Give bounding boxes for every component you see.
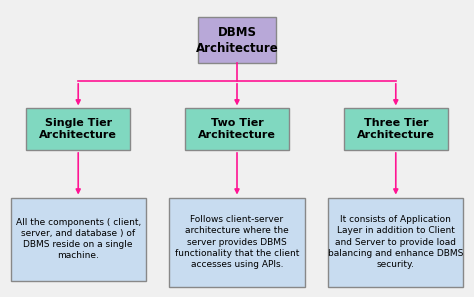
Text: Follows client-server
architecture where the
server provides DBMS
functionality : Follows client-server architecture where… [175, 215, 299, 269]
FancyBboxPatch shape [26, 108, 130, 150]
FancyBboxPatch shape [344, 108, 448, 150]
Text: Three Tier
Architecture: Three Tier Architecture [357, 118, 435, 140]
FancyBboxPatch shape [198, 17, 276, 63]
Text: All the components ( client,
server, and database ) of
DBMS reside on a single
m: All the components ( client, server, and… [16, 218, 141, 260]
FancyBboxPatch shape [185, 108, 289, 150]
FancyBboxPatch shape [328, 198, 464, 287]
Text: It consists of Application
Layer in addition to Client
and Server to provide loa: It consists of Application Layer in addi… [328, 215, 464, 269]
Text: DBMS
Architecture: DBMS Architecture [196, 26, 278, 55]
Text: Single Tier
Architecture: Single Tier Architecture [39, 118, 117, 140]
FancyBboxPatch shape [170, 198, 304, 287]
Text: Two Tier
Architecture: Two Tier Architecture [198, 118, 276, 140]
FancyBboxPatch shape [11, 198, 146, 281]
